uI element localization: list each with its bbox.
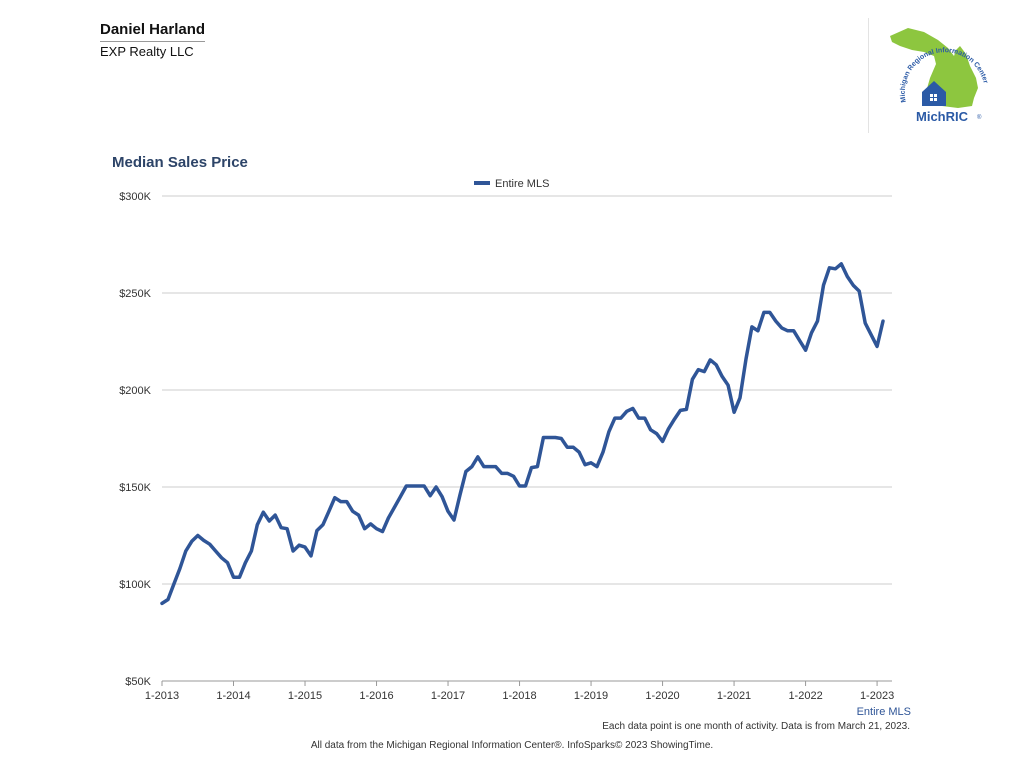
x-tick-label: 1-2022	[788, 690, 822, 702]
x-tick-label: 1-2020	[645, 690, 679, 702]
x-axis-corner-label: Entire MLS	[857, 706, 911, 718]
x-tick-label: 1-2019	[574, 690, 608, 702]
michric-logo: Michigan Regional Information Center Mic…	[890, 28, 989, 124]
x-tick-label: 1-2015	[288, 690, 322, 702]
x-tick-label: 1-2018	[502, 690, 536, 702]
logo-divider	[868, 18, 869, 133]
logo-registered-mark: ®	[977, 114, 982, 121]
house-icon	[922, 81, 946, 106]
data-credit: All data from the Michigan Regional Info…	[310, 740, 714, 751]
x-tick-label: 1-2021	[717, 690, 751, 702]
series-line-entire-mls	[160, 262, 885, 606]
michigan-shape-icon	[890, 28, 978, 108]
y-tick-label: $250K	[119, 288, 151, 300]
data-note: Each data point is one month of activity…	[602, 721, 910, 732]
x-tick-label: 1-2013	[145, 690, 179, 702]
y-tick-label: $100K	[119, 579, 151, 591]
chart-title: Median Sales Price	[112, 154, 248, 171]
legend-entry-entire-mls: Entire MLS	[495, 178, 549, 190]
x-tick-label: 1-2014	[216, 690, 250, 702]
agent-name: Daniel Harland	[100, 21, 206, 42]
y-tick-label: $150K	[119, 482, 151, 494]
y-tick-label: $200K	[119, 385, 151, 397]
logo-wordmark: MichRIC	[916, 109, 969, 124]
x-tick-label: 1-2023	[860, 690, 894, 702]
x-tick-label: 1-2017	[431, 690, 465, 702]
agent-company: EXP Realty LLC	[100, 44, 194, 59]
y-tick-label: $50K	[125, 676, 151, 688]
x-tick-label: 1-2016	[359, 690, 393, 702]
y-tick-label: $300K	[119, 191, 151, 203]
